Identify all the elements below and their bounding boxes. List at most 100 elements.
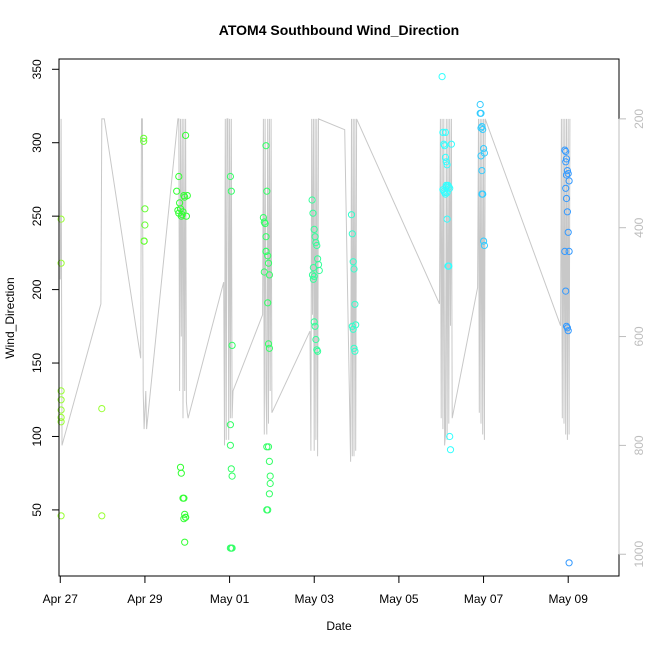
data-point xyxy=(565,559,573,567)
y-axis-label: Wind_Direction xyxy=(3,277,17,358)
x-tick-label: May 03 xyxy=(295,592,335,606)
x-tick-label: Apr 29 xyxy=(127,592,163,606)
data-point xyxy=(443,189,451,197)
data-point xyxy=(443,215,451,223)
data-point xyxy=(350,344,358,352)
data-point xyxy=(141,205,149,213)
data-point xyxy=(349,258,357,266)
data-point xyxy=(183,192,191,200)
data-point xyxy=(441,153,450,161)
data-point xyxy=(264,443,273,451)
y-tick-label: 150 xyxy=(30,353,44,373)
data-point xyxy=(175,172,183,181)
data-point xyxy=(562,184,570,192)
data-point xyxy=(476,109,484,117)
data-point xyxy=(57,418,65,426)
data-point xyxy=(179,208,187,216)
data-point xyxy=(350,265,358,273)
data-point xyxy=(308,271,317,279)
pressure-trace-layer xyxy=(59,118,571,462)
data-point xyxy=(182,131,190,139)
data-point xyxy=(57,413,65,421)
data-point xyxy=(309,264,317,272)
data-point xyxy=(264,340,273,348)
data-point xyxy=(265,344,273,352)
data-point xyxy=(228,544,236,552)
data-point xyxy=(441,142,449,150)
data-point xyxy=(314,347,322,355)
x-axis-label: Date xyxy=(326,619,352,633)
data-point xyxy=(266,479,274,488)
data-point xyxy=(57,259,65,267)
data-point xyxy=(182,513,190,521)
data-point xyxy=(180,515,188,523)
data-point xyxy=(182,212,190,220)
data-point xyxy=(443,161,451,169)
y-tick-label: 50 xyxy=(30,503,44,517)
data-point xyxy=(442,158,450,166)
data-point xyxy=(265,457,273,465)
secondary-y-tick-label: 200 xyxy=(632,109,646,129)
data-point xyxy=(57,215,65,223)
data-point xyxy=(226,172,234,181)
data-point xyxy=(477,124,485,132)
data-point xyxy=(348,322,356,330)
x-tick-label: Apr 27 xyxy=(43,592,79,606)
data-point xyxy=(313,241,321,250)
data-point xyxy=(565,247,573,255)
x-tick-label: May 09 xyxy=(549,592,589,606)
data-point xyxy=(565,177,573,185)
data-point xyxy=(439,128,447,136)
data-point xyxy=(262,142,270,150)
y-tick-label: 100 xyxy=(30,426,44,446)
data-point xyxy=(264,252,272,260)
data-point xyxy=(312,335,320,344)
data-point xyxy=(264,299,272,307)
data-point xyxy=(263,506,271,514)
data-point xyxy=(446,446,455,454)
data-point xyxy=(480,241,488,250)
data-point xyxy=(308,196,316,204)
data-point xyxy=(310,225,318,233)
secondary-y-tick-label: 800 xyxy=(632,435,646,455)
data-point xyxy=(57,387,65,395)
data-point xyxy=(181,510,189,518)
data-point xyxy=(265,490,273,498)
data-point xyxy=(562,322,571,330)
data-point xyxy=(348,230,356,238)
secondary-y-axis: 200 400 600 800 1000 xyxy=(618,109,646,568)
y-tick-label: 250 xyxy=(30,206,44,226)
secondary-y-tick-label: 600 xyxy=(632,326,646,346)
data-point xyxy=(562,155,571,163)
data-point xyxy=(562,287,570,295)
data-point xyxy=(561,146,569,154)
data-point xyxy=(57,512,65,520)
data-point xyxy=(441,128,450,136)
data-point xyxy=(226,421,234,429)
data-point xyxy=(98,512,106,520)
x-tick-label: May 01 xyxy=(210,592,250,606)
data-point xyxy=(478,123,486,131)
secondary-y-tick-label: 1000 xyxy=(632,541,646,568)
data-point xyxy=(561,247,569,255)
data-point xyxy=(260,268,268,276)
data-point xyxy=(438,73,446,81)
data-point xyxy=(477,152,485,160)
data-point xyxy=(140,237,148,245)
data-point xyxy=(562,147,570,156)
data-point xyxy=(228,472,236,480)
data-point xyxy=(181,538,189,546)
data-point xyxy=(442,181,450,189)
y-axis: 50 100 150 200 250 300 350 xyxy=(30,59,60,517)
data-point xyxy=(263,187,271,195)
data-point xyxy=(264,259,273,267)
data-point xyxy=(480,237,488,245)
data-point xyxy=(347,211,356,219)
data-point xyxy=(441,190,450,198)
data-point xyxy=(98,405,106,413)
data-point xyxy=(445,262,453,270)
data-point xyxy=(479,125,487,134)
data-point xyxy=(309,275,317,283)
data-point xyxy=(310,272,318,280)
data-point xyxy=(562,171,571,179)
